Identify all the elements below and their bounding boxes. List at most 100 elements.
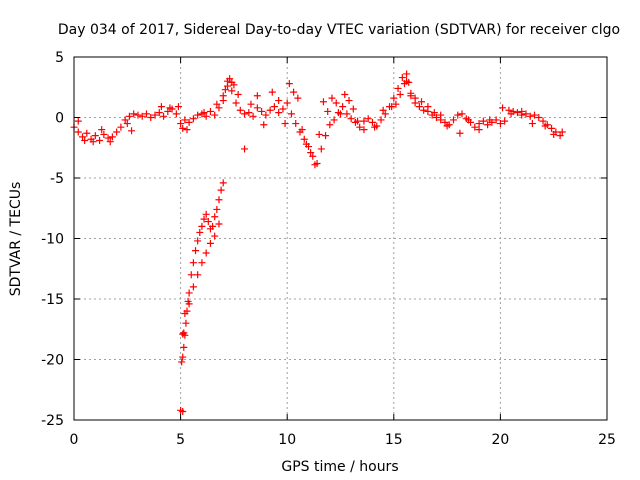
data-point <box>215 104 223 112</box>
data-point <box>275 97 283 105</box>
data-point <box>496 120 504 128</box>
data-point <box>79 133 87 141</box>
x-tick-label: 5 <box>176 432 185 448</box>
data-point <box>347 115 355 123</box>
data-point <box>354 117 362 125</box>
data-point <box>151 111 159 119</box>
data-point <box>364 115 372 123</box>
data-point <box>202 112 210 120</box>
x-tick-label: 25 <box>598 432 616 448</box>
data-point <box>198 222 206 230</box>
data-point <box>219 92 227 100</box>
data-point <box>337 110 344 118</box>
data-point <box>200 109 208 117</box>
data-point <box>215 220 223 228</box>
data-point <box>292 120 300 128</box>
data-point <box>241 110 249 118</box>
data-point <box>531 111 539 119</box>
data-point <box>309 152 317 160</box>
axis-ticks: 0 5 10 15 20 25 5 0 -5 -10 -15 -20 -25 <box>41 50 616 448</box>
data-point <box>211 232 219 240</box>
data-point <box>209 222 217 230</box>
data-point <box>217 186 225 194</box>
x-axis-label: GPS time / hours <box>281 459 398 475</box>
data-point <box>505 106 513 114</box>
data-point <box>513 109 521 117</box>
data-point <box>396 91 404 99</box>
data-point <box>379 106 387 114</box>
data-point <box>324 107 332 115</box>
data-point <box>230 81 238 89</box>
data-point <box>486 116 494 124</box>
data-point <box>89 138 97 146</box>
data-point <box>270 103 278 111</box>
data-point <box>539 117 547 125</box>
data-point <box>290 88 298 96</box>
x-tick-label: 0 <box>70 432 79 448</box>
data-point <box>548 124 556 132</box>
data-point <box>182 319 190 327</box>
data-point <box>260 121 268 129</box>
data-point <box>475 126 483 134</box>
data-point <box>219 179 227 187</box>
data-point <box>283 99 291 107</box>
data-point <box>181 116 189 124</box>
data-point <box>247 100 255 108</box>
data-point <box>356 123 364 131</box>
data-point <box>526 112 534 120</box>
data-point <box>407 89 415 97</box>
data-point <box>471 123 479 131</box>
data-points <box>70 70 566 416</box>
data-point <box>91 132 99 140</box>
data-point <box>157 103 165 111</box>
data-point <box>253 92 261 100</box>
data-point <box>183 126 191 134</box>
data-point <box>443 122 451 130</box>
data-point <box>108 133 116 141</box>
data-point <box>330 116 338 124</box>
data-point <box>317 145 325 153</box>
data-point <box>232 99 240 107</box>
x-tick-label: 20 <box>491 432 509 448</box>
data-point <box>160 112 168 120</box>
data-point <box>315 130 323 138</box>
data-point <box>432 114 440 121</box>
data-point <box>241 145 249 153</box>
data-point <box>458 110 466 118</box>
data-point <box>456 129 464 137</box>
data-point <box>368 118 376 126</box>
data-point <box>74 128 82 136</box>
data-point <box>294 94 302 102</box>
data-point <box>213 100 221 108</box>
data-point <box>185 300 193 308</box>
data-point <box>390 94 398 102</box>
data-point <box>196 228 204 236</box>
x-tick-label: 15 <box>385 432 403 448</box>
data-point <box>215 196 223 204</box>
data-point <box>121 116 129 124</box>
series-scatter-excursions <box>74 77 566 169</box>
y-tick-label: -25 <box>41 413 64 429</box>
data-point <box>418 98 426 106</box>
data-point <box>415 103 423 111</box>
data-point <box>179 124 187 132</box>
data-point <box>484 121 492 129</box>
data-point <box>234 91 242 99</box>
data-point <box>192 247 200 255</box>
data-point <box>392 100 400 108</box>
data-point <box>125 112 133 120</box>
data-point <box>381 110 389 118</box>
data-point <box>268 88 276 96</box>
data-point <box>424 103 432 111</box>
data-point <box>398 74 406 82</box>
data-point <box>202 249 210 257</box>
data-point <box>185 289 193 297</box>
data-point <box>449 116 457 124</box>
data-point <box>228 87 236 95</box>
data-point <box>298 126 306 134</box>
data-point <box>287 110 295 118</box>
data-point <box>479 117 487 125</box>
data-point <box>339 103 347 111</box>
data-point <box>326 121 334 129</box>
